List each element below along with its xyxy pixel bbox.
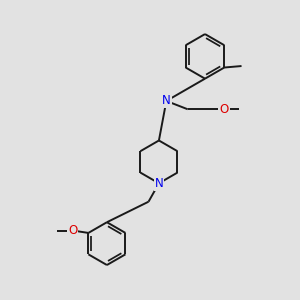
Text: O: O	[68, 224, 77, 237]
Text: N: N	[154, 177, 163, 190]
Text: N: N	[162, 94, 171, 107]
Text: O: O	[219, 103, 229, 116]
